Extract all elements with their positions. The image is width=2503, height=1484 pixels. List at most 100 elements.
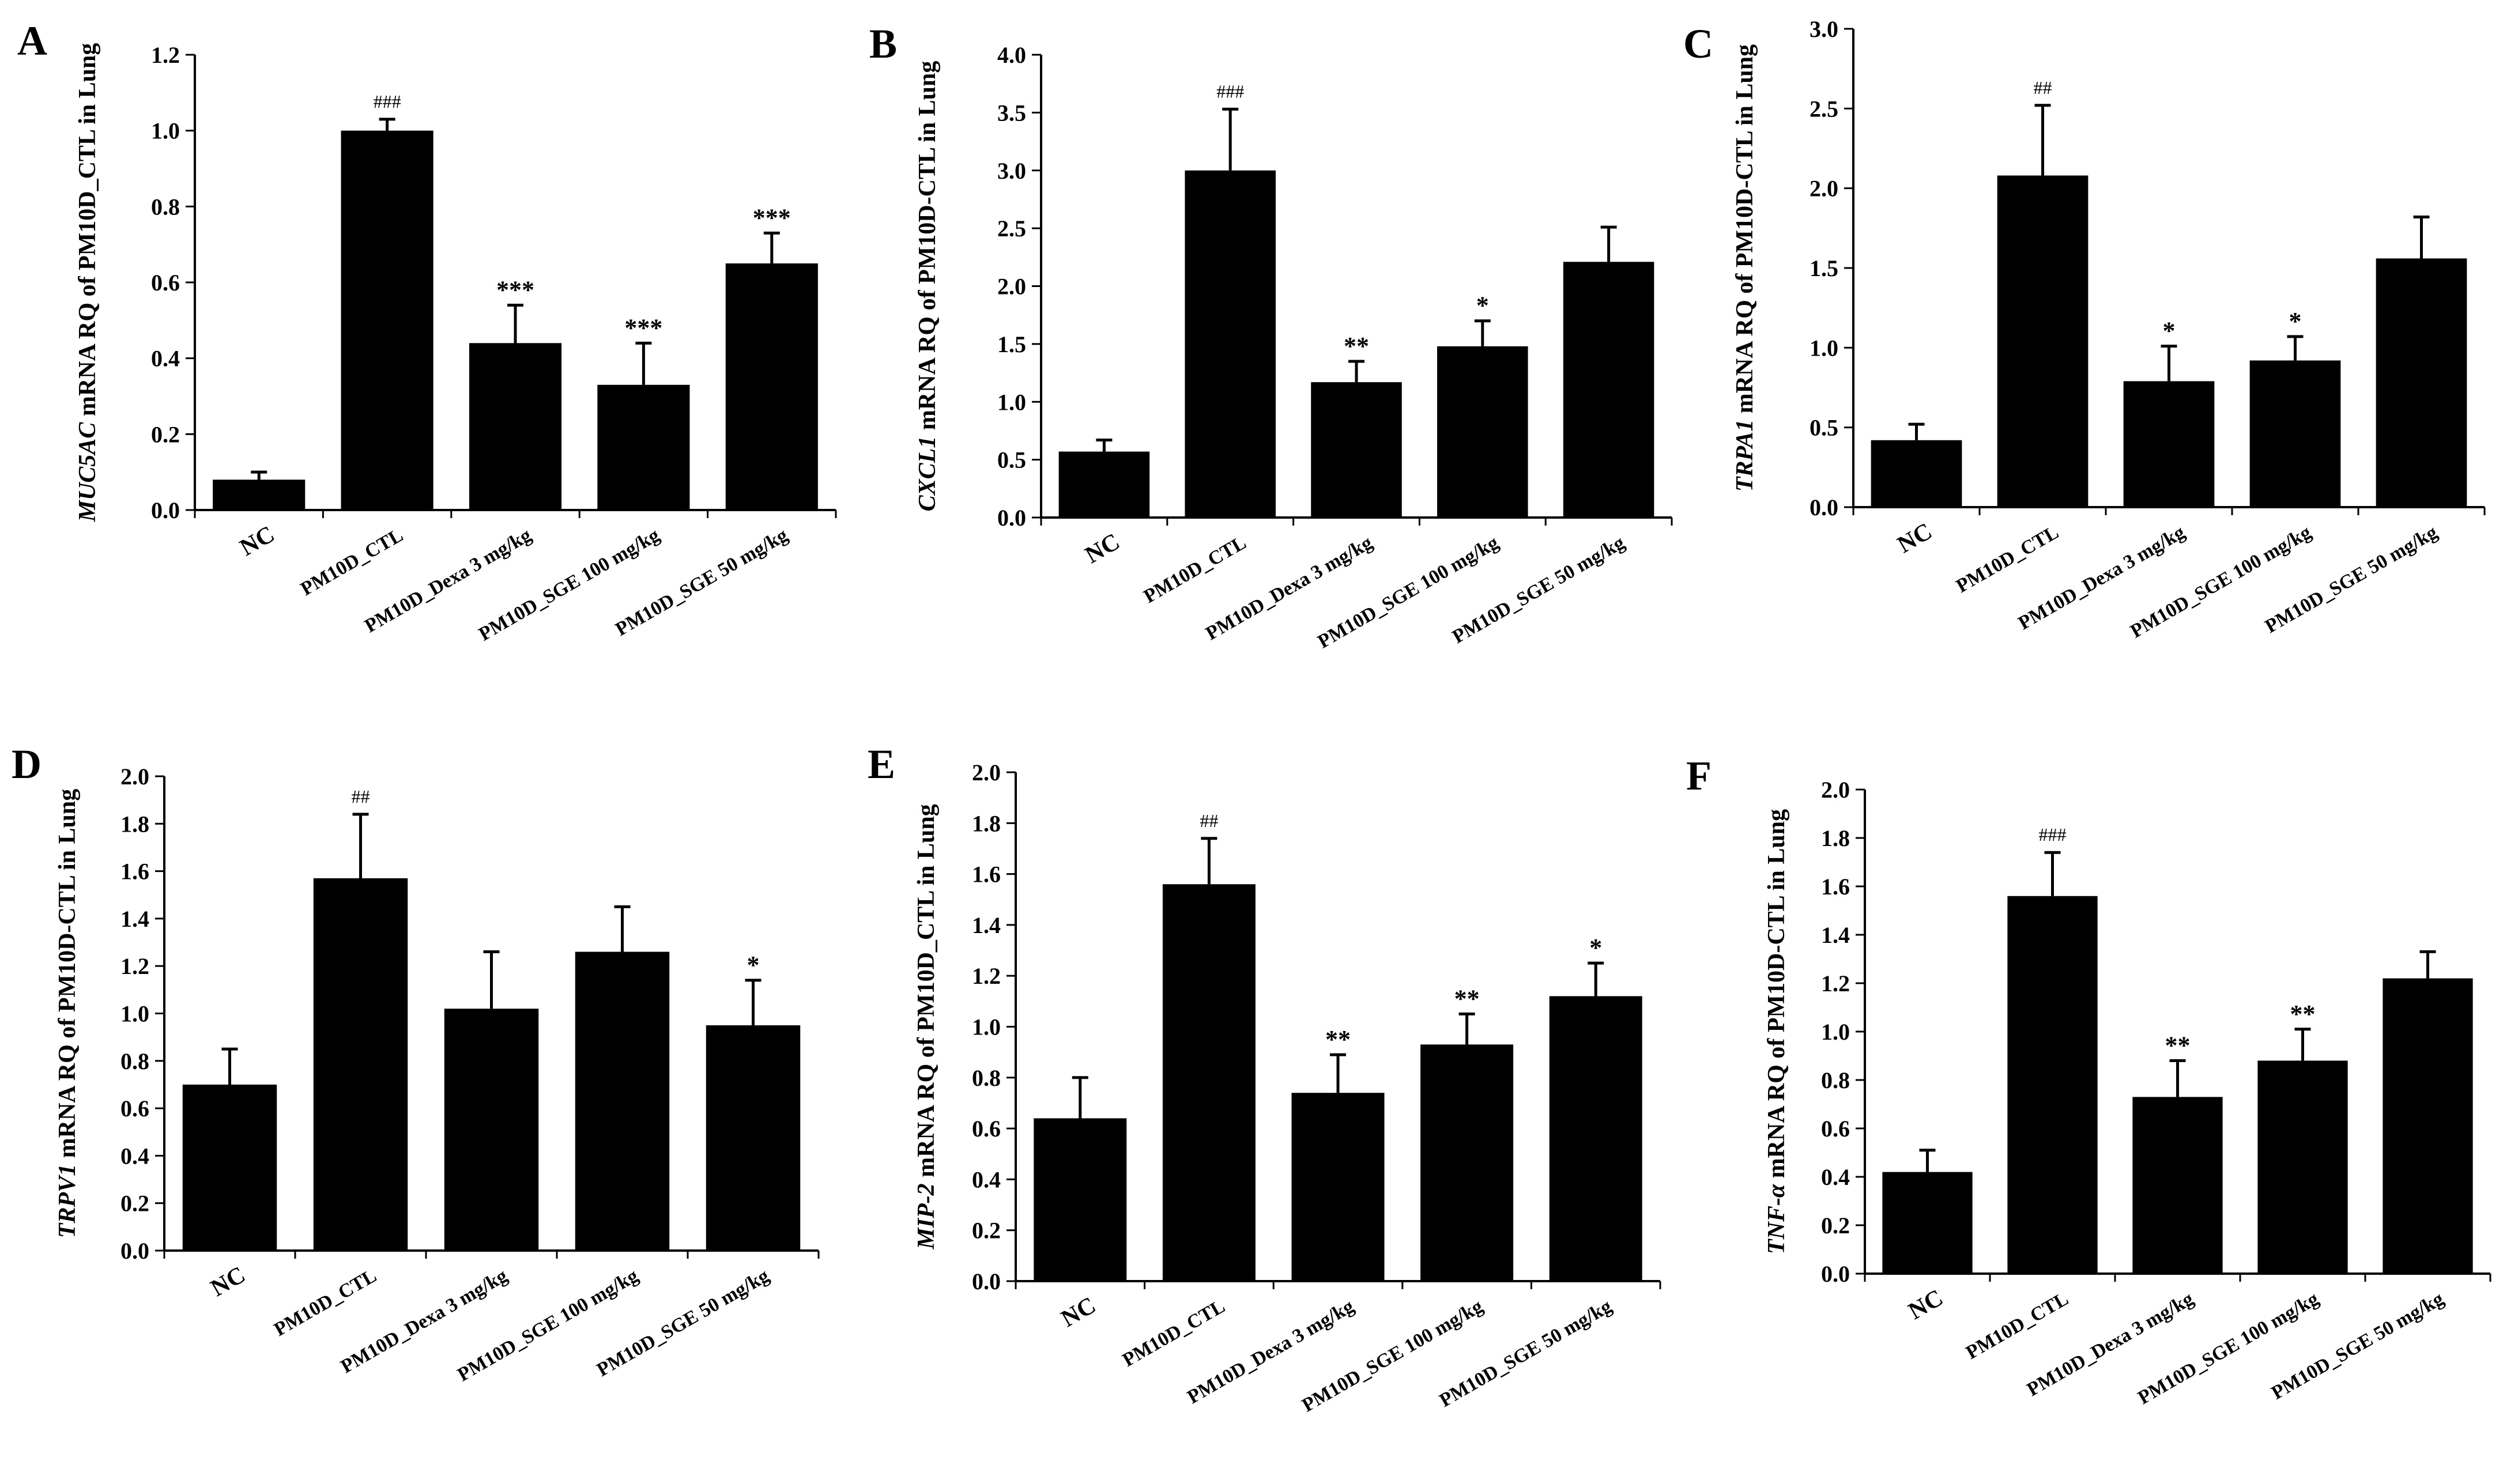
chart-panel-c: C TRPA1 mRNA RQ of PM10D-CTL in Lung 0.0 0.… xyxy=(1683,16,2486,642)
bar xyxy=(1882,1172,1973,1274)
panel-label: B xyxy=(869,21,897,67)
y-axis-title-text: mRNA RQ of PM10D-CTL in Lung xyxy=(54,789,81,1164)
bar xyxy=(2376,258,2467,507)
significance-label: * xyxy=(2163,317,2176,345)
y-tick-label: 3.0 xyxy=(1810,16,1838,42)
y-axis-title-text: mRNA RQ of PM10D_CTL in Lung xyxy=(74,43,101,422)
significance-label: * xyxy=(2289,307,2302,335)
y-axis-title-gene: MIP-2 xyxy=(913,1183,940,1249)
significance-label: * xyxy=(1476,292,1489,320)
bar xyxy=(2123,381,2215,507)
y-tick-label: 1.5 xyxy=(1810,255,1838,281)
bar xyxy=(2383,978,2473,1274)
x-tick-label: NC xyxy=(236,521,280,561)
y-tick-label: 1.0 xyxy=(972,1014,1001,1040)
y-axis-title: TRPV1 mRNA RQ of PM10D-CTL in Lung xyxy=(54,789,81,1238)
y-axis-title-text: mRNA RQ of PM10D-CTL in Lung xyxy=(1763,809,1790,1184)
bar xyxy=(1185,170,1276,518)
chart-panel-f: F TNF-α mRNA RQ of PM10D-CTL in Lung 0.0 0.… xyxy=(1686,753,2491,1409)
y-tick-label: 2.0 xyxy=(997,274,1026,300)
bar xyxy=(597,384,690,510)
y-tick-label: 1.6 xyxy=(120,859,149,885)
bar xyxy=(1034,1118,1127,1281)
bar xyxy=(2249,360,2341,507)
bar xyxy=(213,479,306,510)
y-tick-label: 1.8 xyxy=(120,811,149,837)
bar xyxy=(575,951,670,1251)
y-tick-label: 1.4 xyxy=(120,906,149,932)
x-tick-label: NC xyxy=(1893,518,1937,558)
y-tick-label: 2.0 xyxy=(1821,777,1850,803)
panel-label: C xyxy=(1683,21,1713,67)
y-tick-label: 0.6 xyxy=(120,1096,149,1122)
significance-label: ### xyxy=(2039,824,2067,845)
y-tick-label: 0.5 xyxy=(1810,415,1838,441)
y-axis-title-text: mRNA RQ of PM10D_CTL in Lung xyxy=(913,804,940,1183)
bar xyxy=(2007,896,2098,1274)
y-tick-label: 2.5 xyxy=(1810,96,1838,122)
y-tick-label: 0.0 xyxy=(997,505,1026,531)
significance-label: ** xyxy=(1325,1025,1351,1053)
y-tick-label: 3.5 xyxy=(997,100,1026,126)
y-tick-label: 0.4 xyxy=(151,346,180,372)
chart-panel-e: E MIP-2 mRNA RQ of PM10D_CTL in Lung 0.0 0.… xyxy=(868,741,1661,1416)
y-axis-title: TNF-α mRNA RQ of PM10D-CTL in Lung xyxy=(1763,809,1790,1254)
y-tick-label: 0.4 xyxy=(972,1166,1001,1192)
bar xyxy=(1437,346,1528,518)
bar xyxy=(1058,451,1150,518)
significance-label: ## xyxy=(2034,77,2052,98)
significance-label: *** xyxy=(624,314,662,342)
y-axis-title-gene: MUC5AC xyxy=(74,422,101,523)
chart-panel-d: D TRPV1 mRNA RQ of PM10D-CTL in Lung 0.0 0.… xyxy=(12,741,820,1385)
y-axis-title-text: mRNA RQ of PM10D-CTL in Lung xyxy=(914,61,941,436)
y-axis-title: MUC5AC mRNA RQ of PM10D_CTL in Lung xyxy=(74,43,101,523)
x-tick-label: PM10D_CTL xyxy=(1140,532,1250,607)
y-tick-label: 0.8 xyxy=(1821,1067,1850,1093)
y-tick-label: 0.8 xyxy=(972,1065,1001,1091)
y-tick-label: 1.0 xyxy=(1810,335,1838,361)
y-tick-label: 0.2 xyxy=(972,1218,1001,1244)
y-tick-label: 0.2 xyxy=(151,421,180,447)
y-tick-label: 1.2 xyxy=(151,42,180,68)
x-tick-label: PM10D_CTL xyxy=(1962,1288,2072,1364)
significance-label: ### xyxy=(374,91,401,112)
y-tick-label: 0.5 xyxy=(997,447,1026,473)
y-tick-label: 2.0 xyxy=(972,760,1001,786)
significance-label: * xyxy=(1589,934,1602,962)
significance-label: *** xyxy=(496,276,534,304)
significance-label: ** xyxy=(2165,1031,2191,1059)
y-tick-label: 3.0 xyxy=(997,158,1026,184)
x-tick-label: PM10D_CTL xyxy=(1952,522,2062,597)
y-tick-label: 0.4 xyxy=(120,1143,149,1169)
bar xyxy=(182,1084,277,1251)
x-tick-label: NC xyxy=(1904,1285,1948,1325)
chart-panel-a: A MUC5AC mRNA RQ of PM10D_CTL in Lung 0.0 0… xyxy=(17,18,837,645)
y-tick-label: 0.6 xyxy=(151,270,180,296)
bar xyxy=(1420,1044,1514,1281)
y-tick-label: 2.0 xyxy=(120,764,149,790)
x-tick-label: NC xyxy=(1057,1292,1100,1332)
bar xyxy=(313,878,408,1251)
y-axis-title: TRPA1 mRNA RQ of PM10D-CTL in Lung xyxy=(1732,44,1758,492)
bar xyxy=(725,263,818,510)
y-tick-label: 1.0 xyxy=(120,1001,149,1027)
bar xyxy=(1997,175,2089,507)
bar xyxy=(1162,884,1256,1281)
y-tick-label: 0.0 xyxy=(1810,494,1838,520)
y-tick-label: 1.0 xyxy=(151,118,180,144)
panel-label: D xyxy=(12,741,42,787)
bar xyxy=(1871,440,1962,507)
y-tick-label: 0.8 xyxy=(151,194,180,220)
bar xyxy=(1563,262,1654,518)
bar xyxy=(1549,996,1642,1281)
bar xyxy=(341,130,433,510)
bar xyxy=(444,1009,539,1251)
panel-label: E xyxy=(868,741,895,787)
y-tick-label: 1.6 xyxy=(972,862,1001,888)
significance-label: ## xyxy=(1200,810,1218,831)
y-tick-label: 0.0 xyxy=(1821,1261,1850,1287)
bar xyxy=(469,343,562,510)
y-tick-label: 0.0 xyxy=(151,497,180,523)
y-tick-label: 1.2 xyxy=(1821,971,1850,996)
